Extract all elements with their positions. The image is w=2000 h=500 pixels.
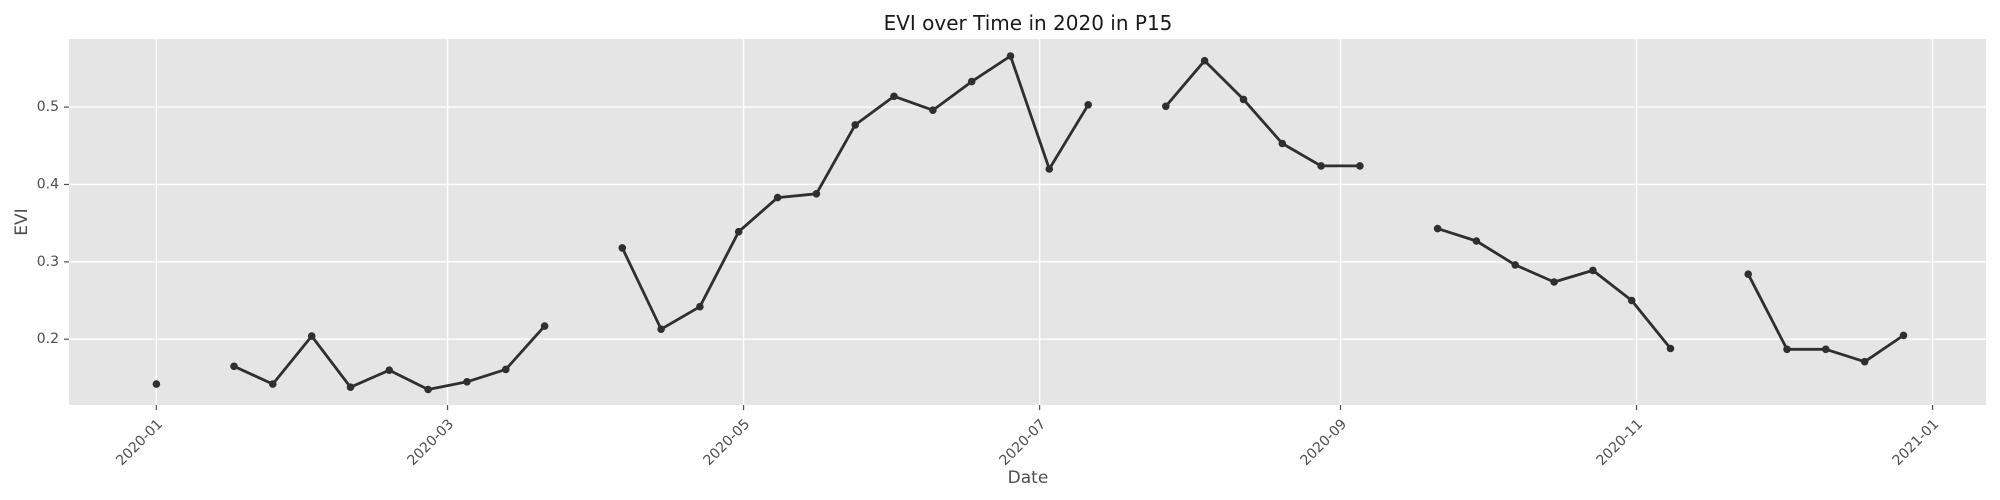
- y-axis-label: EVI: [12, 208, 32, 235]
- y-tick-label: 0.3: [37, 254, 59, 270]
- data-point: [269, 380, 277, 388]
- x-tick-label: 2020-03: [404, 416, 457, 469]
- data-point: [1433, 224, 1442, 233]
- data-point: [1278, 139, 1287, 148]
- data-point: [618, 244, 627, 252]
- data-point: [1744, 270, 1752, 279]
- data-point: [1200, 56, 1209, 65]
- x-axis-label: Date: [1008, 468, 1049, 488]
- x-tick-label: 2020-01: [113, 416, 166, 469]
- data-point: [1783, 345, 1791, 354]
- x-tick-label: 2020-11: [1594, 416, 1647, 469]
- data-point: [696, 302, 704, 311]
- data-point: [230, 362, 238, 371]
- data-point: [1589, 266, 1597, 275]
- data-point: [1666, 344, 1675, 353]
- x-tick-label: 2020-09: [1297, 416, 1350, 469]
- data-point: [1084, 101, 1092, 109]
- x-tick-label: 2020-05: [701, 416, 754, 469]
- data-point: [734, 227, 743, 236]
- chart-title: EVI over Time in 2020 in P15: [884, 11, 1173, 35]
- data-point: [346, 383, 355, 392]
- data-point: [967, 77, 976, 86]
- data-point: [1006, 52, 1015, 60]
- data-point: [540, 322, 549, 330]
- data-point: [463, 378, 471, 386]
- x-tick-label: 2020-07: [997, 416, 1050, 469]
- data-point: [1822, 345, 1830, 354]
- series-line-segment: [1164, 59, 1362, 168]
- data-point: [1045, 165, 1054, 173]
- data-point: [1239, 95, 1248, 104]
- data-point: [1899, 331, 1908, 340]
- series-layer: [152, 52, 1908, 394]
- data-point: [502, 365, 510, 374]
- data-point: [424, 385, 432, 394]
- plot-background: [69, 39, 1986, 405]
- data-point: [773, 193, 782, 202]
- data-point: [1511, 261, 1519, 269]
- plot-area: 2020-01 2020-03 2020-05 2020-07 2020-09 2020-…: [37, 39, 1986, 469]
- data-point: [1627, 296, 1636, 305]
- data-point: [1550, 278, 1558, 286]
- data-point: [1860, 357, 1869, 366]
- y-tick-label: 0.4: [37, 176, 59, 192]
- y-tick-label: 0.2: [37, 331, 59, 347]
- data-point: [812, 190, 821, 198]
- data-point: [1356, 162, 1364, 170]
- grid-layer: [69, 39, 1986, 405]
- data-point: [1472, 237, 1481, 245]
- data-point: [851, 121, 859, 129]
- data-point: [929, 106, 937, 114]
- y-tick-label: 0.5: [37, 99, 59, 115]
- data-point: [1162, 102, 1170, 111]
- data-point: [307, 332, 316, 340]
- x-tick-label: 2021-01: [1890, 416, 1943, 469]
- data-point: [1317, 162, 1325, 170]
- data-point: [657, 325, 665, 334]
- data-point: [152, 380, 161, 388]
- data-point: [890, 92, 898, 101]
- data-point: [385, 366, 394, 375]
